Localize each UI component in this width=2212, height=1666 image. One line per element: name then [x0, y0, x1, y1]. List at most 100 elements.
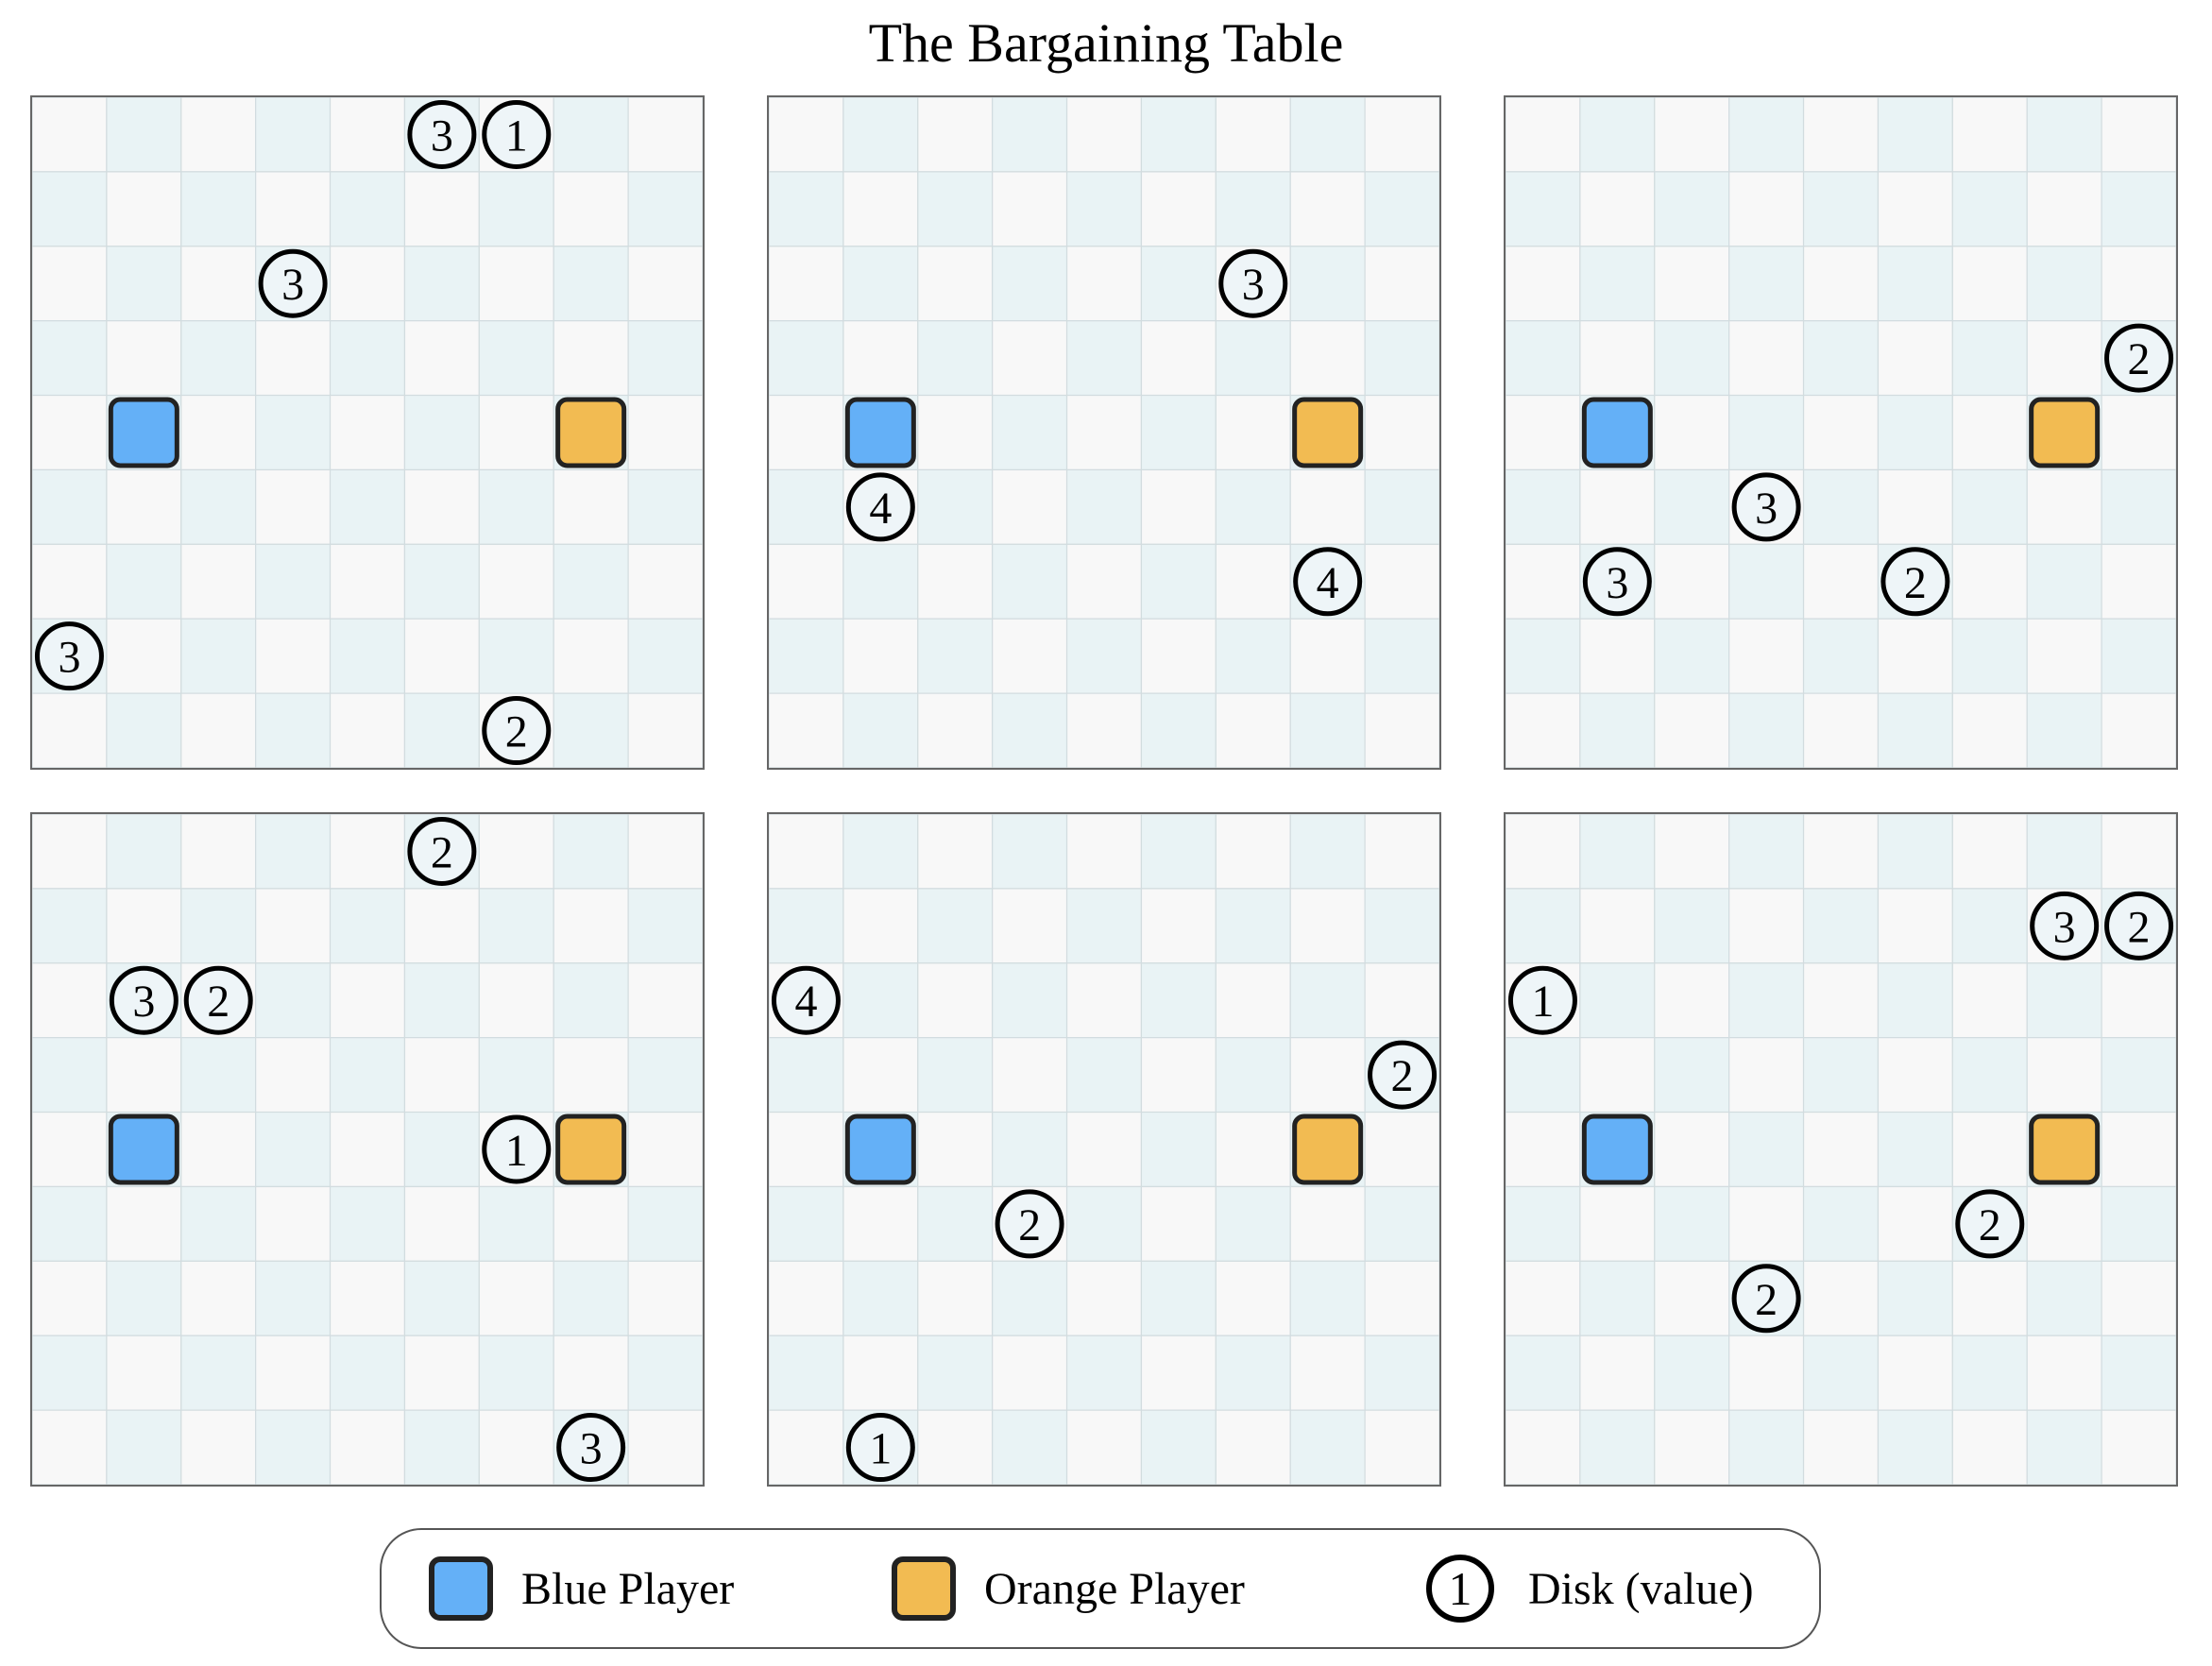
board-cell: [1802, 814, 1880, 890]
board-cell: [992, 320, 1068, 397]
board-cell: [255, 1409, 332, 1485]
board-cell: [255, 320, 332, 397]
board-cell: [1140, 618, 1217, 694]
board-cell: [992, 692, 1068, 768]
board-cell: [1802, 543, 1880, 620]
board-cell: [329, 692, 406, 768]
board-cell: [1215, 888, 1291, 964]
board-cell: [917, 394, 994, 471]
board-cell: [403, 1260, 480, 1336]
board-cell: [992, 1111, 1068, 1188]
board-cell: [627, 618, 703, 694]
board-cell: [478, 1260, 554, 1336]
disk-value: 3: [1242, 260, 1265, 310]
disk-icon: [2104, 891, 2174, 960]
disk: 2: [1731, 1264, 1801, 1334]
board-cell: [180, 1185, 257, 1262]
board-cell: [1802, 246, 1880, 322]
board-cell: [32, 1111, 108, 1188]
board-cell: [2101, 1037, 2176, 1114]
legend-orange-player: Orange Player: [892, 1530, 1245, 1647]
board-1: 3 1 3 3 2: [30, 95, 705, 770]
board-cell: [842, 246, 919, 322]
board-cell: [1877, 171, 1953, 247]
orange-player-piece: [1292, 1114, 1364, 1185]
disk: 2: [482, 696, 552, 766]
board-cell: [1065, 97, 1143, 173]
board-cell: [1951, 1409, 2028, 1485]
board-cell: [1065, 814, 1143, 890]
board-cell: [1065, 692, 1143, 768]
disk-value: 4: [1317, 558, 1339, 608]
disk-value: 2: [2128, 334, 2151, 384]
board-cell: [992, 543, 1068, 620]
board-cell: [1877, 962, 1953, 1039]
board-cell: [1065, 1409, 1143, 1485]
board-cell: [106, 1037, 182, 1114]
board-cell: [32, 1334, 108, 1411]
board-cell: [478, 1409, 554, 1485]
board-cell: [842, 171, 919, 247]
board-cell: [1289, 814, 1366, 890]
board-cell: [1951, 1111, 2028, 1188]
disk-icon: [1368, 1040, 1438, 1110]
board-cell: [1654, 618, 1730, 694]
disk: 4: [1293, 547, 1363, 617]
board-cell: [769, 814, 844, 890]
disk-icon: [1731, 472, 1801, 542]
board-cell: [917, 1185, 994, 1262]
board-cell: [917, 1409, 994, 1485]
board-cell: [1951, 692, 2028, 768]
board-cell: [917, 618, 994, 694]
board-cell: [1654, 1111, 1730, 1188]
board-cell: [627, 1037, 703, 1114]
disk-value: 1: [505, 1126, 528, 1176]
board-cell: [1065, 320, 1143, 397]
board-cell: [1728, 962, 1805, 1039]
board-cell: [180, 246, 257, 322]
board-cell: [1728, 1334, 1805, 1411]
board-cell: [992, 97, 1068, 173]
board-5: 4 2 2 1: [767, 812, 1441, 1487]
board-cell: [992, 814, 1068, 890]
board-cell: [1215, 320, 1291, 397]
board-cell: [255, 962, 332, 1039]
disk: 3: [109, 965, 179, 1035]
board-cell: [1951, 1260, 2028, 1336]
board-cell: [403, 618, 480, 694]
disk-value: 1: [869, 1424, 892, 1474]
board-cell: [478, 814, 554, 890]
board-cell: [553, 171, 629, 247]
board-cell: [1877, 1037, 1953, 1114]
board-cell: [403, 468, 480, 545]
disk-icon: [482, 1114, 552, 1184]
board-cell: [1364, 1111, 1439, 1188]
board-cell: [917, 320, 994, 397]
orange-player-piece: [2029, 397, 2101, 468]
disk-sample-icon: 1: [1426, 1555, 1494, 1623]
board-cell: [1579, 97, 1656, 173]
board-cell: [1215, 1185, 1291, 1262]
board-cell: [478, 246, 554, 322]
board-cell: [2026, 246, 2102, 322]
disk-value: 2: [1755, 1275, 1778, 1325]
board-cell: [842, 618, 919, 694]
board-cell: [180, 171, 257, 247]
disk-icon: [482, 696, 552, 766]
board-cell: [1728, 543, 1805, 620]
board-cell: [842, 97, 919, 173]
board-cell: [1364, 692, 1439, 768]
board-cell: [917, 246, 994, 322]
board-3: 2 3 3 2: [1504, 95, 2178, 770]
board-cell: [1140, 814, 1217, 890]
board-grid: 4 2 2 1: [769, 814, 1439, 1485]
board-cell: [1364, 171, 1439, 247]
disk: 2: [1368, 1040, 1438, 1110]
board-6: 3 2 1 2 2: [1504, 812, 2178, 1487]
board-cell: [106, 1260, 182, 1336]
board-cell: [1140, 692, 1217, 768]
board-cell: [1654, 692, 1730, 768]
board-cell: [1215, 171, 1291, 247]
disk: 3: [1582, 547, 1652, 617]
board-cell: [1951, 246, 2028, 322]
